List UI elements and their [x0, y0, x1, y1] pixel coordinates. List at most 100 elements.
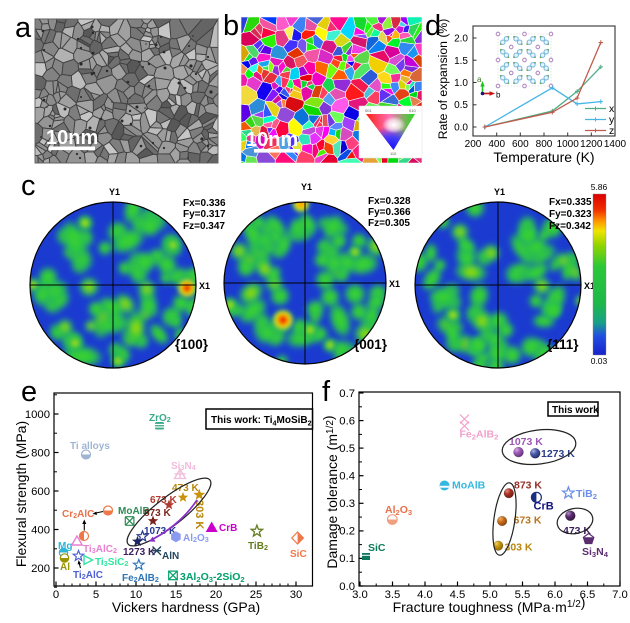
svg-text:Flexural strength (MPa): Flexural strength (MPa): [13, 421, 29, 567]
svg-text:10nm: 10nm: [46, 127, 98, 149]
svg-text:Fx=0.336: Fx=0.336: [183, 198, 226, 209]
svg-text:y: y: [609, 114, 615, 126]
svg-text:Fz=0.347: Fz=0.347: [183, 221, 225, 232]
svg-text:Fracture toughness (MPa·m1/2): Fracture toughness (MPa·m1/2): [393, 594, 586, 615]
svg-text:0.5: 0.5: [339, 443, 355, 455]
svg-text:Fz=0.305: Fz=0.305: [368, 218, 410, 229]
svg-text:a: a: [477, 75, 482, 84]
svg-text:200: 200: [31, 563, 50, 575]
svg-text:SiC: SiC: [368, 542, 386, 554]
svg-text:AlN: AlN: [162, 551, 179, 562]
svg-text:CrB: CrB: [534, 501, 554, 513]
svg-text:Fz=0.342: Fz=0.342: [549, 221, 591, 232]
svg-text:400: 400: [488, 139, 505, 150]
svg-text:MoAlB: MoAlB: [118, 506, 150, 517]
svg-text:3.5: 3.5: [385, 589, 401, 601]
svg-text:4.0: 4.0: [417, 589, 433, 601]
svg-text:X1: X1: [584, 281, 595, 291]
svg-text:Y1: Y1: [109, 187, 120, 197]
svg-text:600: 600: [31, 486, 50, 498]
svg-text:ZrO2: ZrO2: [149, 413, 171, 424]
svg-text:6.5: 6.5: [580, 589, 596, 601]
svg-text:Ti3AlC2: Ti3AlC2: [83, 544, 117, 555]
svg-text:Y1: Y1: [494, 187, 505, 197]
svg-text:473 K: 473 K: [172, 483, 199, 494]
svg-text:Ti2AlC: Ti2AlC: [73, 570, 103, 581]
svg-text:0.7: 0.7: [339, 388, 355, 400]
svg-text:d: d: [425, 10, 441, 42]
svg-text:Damage tolerance (m1/2): Damage tolerance (m1/2): [320, 415, 340, 568]
svg-text:Ti alloys: Ti alloys: [70, 441, 110, 452]
svg-text:Rate of expansion (%): Rate of expansion (%): [436, 19, 450, 140]
svg-text:303 K: 303 K: [505, 542, 533, 554]
svg-text:7.0: 7.0: [612, 589, 628, 601]
svg-text:Mg: Mg: [58, 541, 72, 552]
svg-text:Fy=0.317: Fy=0.317: [183, 209, 226, 220]
svg-text:Si3N4: Si3N4: [171, 461, 196, 472]
svg-text:5: 5: [93, 589, 99, 601]
svg-text:1073 K: 1073 K: [509, 436, 543, 448]
svg-text:Al2O3: Al2O3: [385, 504, 412, 517]
svg-text:0.03: 0.03: [591, 356, 608, 366]
svg-text:1200: 1200: [580, 139, 603, 150]
svg-text:Fy=0.323: Fy=0.323: [549, 209, 592, 220]
svg-text:c: c: [21, 170, 36, 202]
svg-text:1273 K: 1273 K: [123, 547, 156, 558]
svg-text:0: 0: [53, 589, 59, 601]
svg-text:1073 K: 1073 K: [144, 526, 177, 537]
svg-text:873 K: 873 K: [144, 508, 171, 519]
svg-text:e: e: [21, 376, 37, 408]
svg-text:Fe2AlB2: Fe2AlB2: [122, 573, 159, 584]
svg-text:x: x: [609, 103, 615, 115]
svg-text:{001}: {001}: [354, 337, 388, 352]
svg-text:Fx=0.328: Fx=0.328: [368, 196, 411, 207]
svg-text:Al: Al: [60, 562, 70, 573]
svg-text:400: 400: [31, 524, 50, 536]
svg-text:b: b: [496, 91, 501, 100]
svg-text:200: 200: [465, 139, 482, 150]
svg-text:X1: X1: [199, 281, 210, 291]
svg-text:Y1: Y1: [301, 182, 312, 192]
svg-text:2.0: 2.0: [454, 34, 468, 45]
svg-text:5.86: 5.86: [591, 182, 608, 192]
svg-text:{100}: {100}: [175, 337, 209, 352]
svg-text:30: 30: [290, 589, 303, 601]
svg-text:6.0: 6.0: [547, 589, 563, 601]
svg-text:600: 600: [512, 139, 529, 150]
svg-text:110: 110: [390, 151, 397, 156]
svg-text:25: 25: [250, 589, 263, 601]
svg-text:{111}: {111}: [547, 337, 579, 352]
svg-text:0.0: 0.0: [339, 581, 355, 593]
svg-text:1.0: 1.0: [454, 78, 468, 89]
svg-text:f: f: [322, 376, 331, 408]
svg-text:1400: 1400: [604, 139, 627, 150]
svg-text:001: 001: [365, 108, 372, 113]
svg-text:TiB2: TiB2: [248, 541, 268, 552]
svg-text:20: 20: [210, 589, 223, 601]
svg-text:0.1: 0.1: [339, 553, 355, 565]
svg-text:4.5: 4.5: [450, 589, 466, 601]
svg-text:0.5: 0.5: [454, 100, 468, 111]
svg-text:Fx=0.335: Fx=0.335: [549, 197, 592, 208]
svg-text:10nm: 10nm: [246, 129, 298, 151]
svg-text:0.6: 0.6: [339, 415, 355, 427]
svg-text:Temperature (K): Temperature (K): [493, 149, 594, 165]
svg-text:673 K: 673 K: [514, 515, 542, 527]
svg-text:0.4: 0.4: [339, 471, 355, 483]
svg-text:Fy=0.366: Fy=0.366: [368, 207, 411, 218]
svg-text:10: 10: [130, 589, 143, 601]
svg-text:5.5: 5.5: [515, 589, 531, 601]
svg-text:z: z: [609, 125, 614, 137]
svg-text:1.5: 1.5: [454, 56, 468, 67]
svg-text:X1: X1: [389, 279, 400, 289]
svg-text:1000: 1000: [557, 139, 580, 150]
svg-text:0.2: 0.2: [339, 526, 355, 538]
svg-text:3Al2O3-2SiO2: 3Al2O3-2SiO2: [180, 571, 245, 584]
svg-text:b: b: [223, 10, 239, 42]
svg-text:Al2O3: Al2O3: [183, 533, 209, 544]
svg-text:673 K: 673 K: [150, 495, 177, 506]
svg-text:Vickers hardness (GPa): Vickers hardness (GPa): [112, 599, 260, 615]
svg-text:Cr2AlC: Cr2AlC: [62, 509, 94, 520]
svg-text:0.0: 0.0: [454, 123, 468, 134]
svg-text:Si3N4: Si3N4: [582, 546, 609, 559]
